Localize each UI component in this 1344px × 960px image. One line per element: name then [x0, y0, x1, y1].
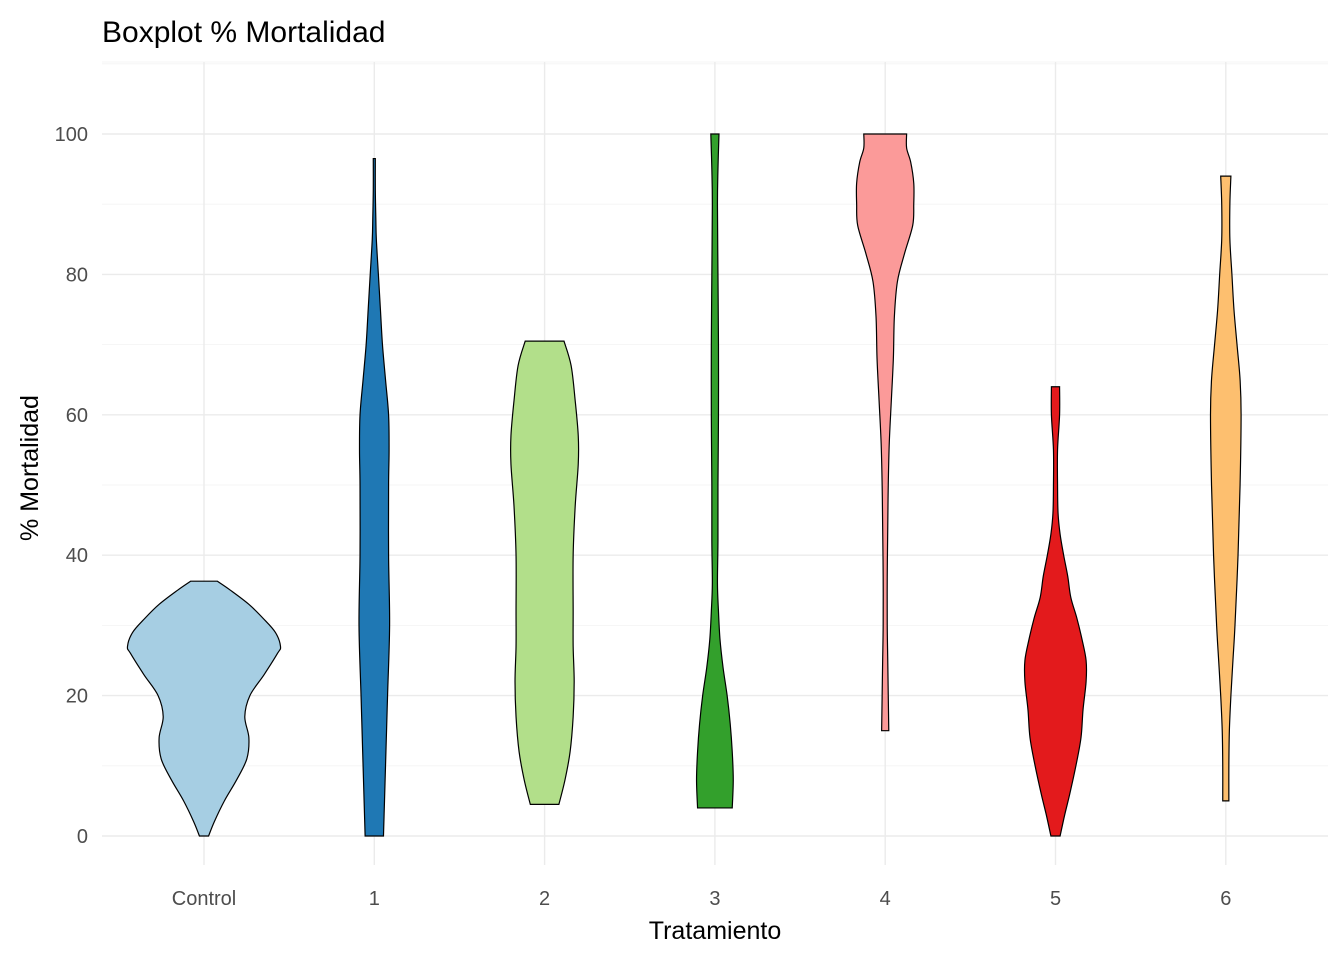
y-axis-title: % Mortalidad — [16, 395, 44, 541]
y-tick-label: 80 — [66, 264, 88, 286]
y-tick-label: 20 — [66, 686, 88, 708]
violin-5 — [1023, 386, 1088, 837]
y-tick-label: 100 — [55, 124, 88, 146]
y-tick-label: 60 — [66, 405, 88, 427]
x-axis-ticks: Control 1 2 3 4 5 6 — [172, 888, 1232, 910]
violins — [126, 133, 1242, 837]
violin-control — [126, 580, 282, 837]
violin-4 — [855, 133, 915, 732]
y-axis-ticks: 0 20 40 60 80 100 — [55, 124, 88, 848]
y-tick-label: 40 — [66, 545, 88, 567]
x-tick-label: 2 — [539, 888, 550, 910]
chart-title: Boxplot % Mortalidad — [102, 16, 385, 49]
y-tick-label: 0 — [77, 826, 88, 848]
x-tick-label: 1 — [369, 888, 380, 910]
x-tick-label: 4 — [880, 888, 891, 910]
violin-6 — [1209, 175, 1242, 802]
x-tick-label: 6 — [1220, 888, 1231, 910]
x-tick-label: Control — [172, 888, 236, 910]
x-tick-label: 3 — [709, 888, 720, 910]
x-axis-title: Tratamiento — [649, 917, 781, 945]
x-tick-label: 5 — [1050, 888, 1061, 910]
violin-2 — [509, 340, 580, 806]
violin-1 — [358, 157, 391, 837]
violin-3 — [695, 133, 734, 809]
